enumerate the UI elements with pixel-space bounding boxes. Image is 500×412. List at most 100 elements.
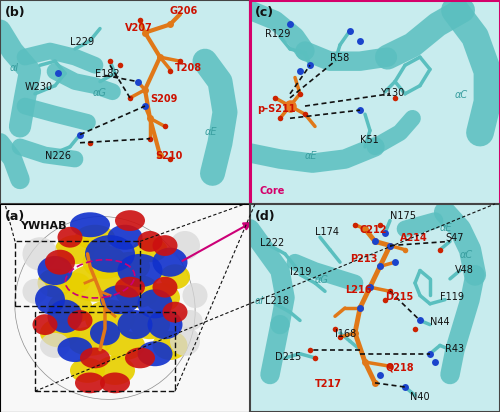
Ellipse shape bbox=[178, 310, 203, 331]
Text: L216: L216 bbox=[345, 286, 372, 295]
Text: (a): (a) bbox=[5, 210, 25, 223]
Text: R43: R43 bbox=[445, 344, 464, 353]
Text: αI: αI bbox=[255, 296, 264, 306]
Ellipse shape bbox=[145, 283, 180, 312]
Ellipse shape bbox=[138, 289, 172, 318]
Bar bbox=[35, 312, 175, 391]
Text: S210: S210 bbox=[155, 151, 182, 161]
Ellipse shape bbox=[45, 250, 75, 275]
Ellipse shape bbox=[152, 277, 178, 297]
Text: αG: αG bbox=[315, 275, 329, 285]
Ellipse shape bbox=[148, 310, 182, 339]
Ellipse shape bbox=[115, 277, 145, 297]
Ellipse shape bbox=[22, 237, 58, 271]
Text: αC: αC bbox=[460, 250, 473, 260]
Text: T217: T217 bbox=[315, 379, 342, 389]
Text: V48: V48 bbox=[455, 265, 474, 275]
Ellipse shape bbox=[85, 235, 135, 273]
Ellipse shape bbox=[75, 225, 115, 250]
Ellipse shape bbox=[68, 327, 112, 356]
Text: F119: F119 bbox=[440, 292, 464, 302]
Ellipse shape bbox=[70, 212, 110, 237]
Ellipse shape bbox=[75, 372, 105, 393]
Text: αE: αE bbox=[205, 126, 218, 137]
Ellipse shape bbox=[115, 210, 145, 231]
Ellipse shape bbox=[80, 347, 110, 368]
Ellipse shape bbox=[40, 318, 80, 347]
Ellipse shape bbox=[125, 347, 155, 368]
Ellipse shape bbox=[58, 227, 82, 248]
Ellipse shape bbox=[68, 310, 92, 331]
Ellipse shape bbox=[118, 310, 152, 339]
Text: N44: N44 bbox=[430, 316, 450, 327]
Ellipse shape bbox=[38, 256, 72, 285]
Text: Q218: Q218 bbox=[385, 363, 414, 372]
Text: C212: C212 bbox=[360, 225, 388, 235]
Text: N226: N226 bbox=[45, 151, 71, 161]
Ellipse shape bbox=[105, 331, 145, 360]
Text: W230: W230 bbox=[25, 82, 53, 92]
Text: L229: L229 bbox=[70, 37, 94, 47]
Text: Y130: Y130 bbox=[380, 88, 404, 98]
Ellipse shape bbox=[152, 331, 188, 360]
Text: N40: N40 bbox=[410, 391, 430, 402]
Ellipse shape bbox=[118, 254, 162, 287]
Text: D215: D215 bbox=[275, 352, 301, 362]
Text: Core: Core bbox=[260, 186, 285, 196]
Text: αC: αC bbox=[455, 90, 468, 100]
Ellipse shape bbox=[22, 279, 48, 304]
Text: αE: αE bbox=[440, 223, 452, 233]
Ellipse shape bbox=[38, 269, 72, 297]
Bar bbox=[15, 241, 140, 306]
Text: αI: αI bbox=[10, 63, 19, 73]
Text: P213: P213 bbox=[350, 254, 378, 264]
Ellipse shape bbox=[130, 310, 170, 339]
Ellipse shape bbox=[100, 372, 130, 393]
Ellipse shape bbox=[68, 264, 122, 302]
Text: αG: αG bbox=[92, 88, 106, 98]
Ellipse shape bbox=[108, 225, 142, 250]
Text: I168: I168 bbox=[335, 329, 356, 339]
Ellipse shape bbox=[32, 314, 58, 335]
Text: L174: L174 bbox=[315, 227, 339, 237]
Text: YWHAB: YWHAB bbox=[20, 221, 66, 231]
Ellipse shape bbox=[170, 327, 200, 356]
Text: I219: I219 bbox=[290, 267, 312, 277]
Text: S47: S47 bbox=[445, 233, 464, 243]
Text: D215: D215 bbox=[385, 292, 413, 302]
Text: R129: R129 bbox=[265, 29, 290, 39]
Text: G206: G206 bbox=[170, 6, 198, 16]
Ellipse shape bbox=[60, 273, 90, 293]
Text: L218: L218 bbox=[265, 296, 289, 306]
Ellipse shape bbox=[182, 283, 208, 308]
Text: L222: L222 bbox=[260, 238, 284, 248]
Ellipse shape bbox=[55, 235, 95, 264]
Ellipse shape bbox=[115, 275, 160, 308]
Ellipse shape bbox=[100, 285, 140, 314]
Ellipse shape bbox=[110, 252, 150, 281]
Ellipse shape bbox=[138, 231, 162, 252]
Text: S209: S209 bbox=[150, 94, 178, 104]
Ellipse shape bbox=[170, 231, 200, 260]
Ellipse shape bbox=[82, 246, 128, 279]
Ellipse shape bbox=[48, 291, 92, 325]
Ellipse shape bbox=[138, 341, 172, 366]
Text: K51: K51 bbox=[360, 135, 379, 145]
Ellipse shape bbox=[132, 237, 168, 262]
Ellipse shape bbox=[70, 358, 105, 383]
Text: (d): (d) bbox=[255, 210, 276, 223]
Ellipse shape bbox=[95, 356, 135, 385]
Text: αE: αE bbox=[305, 151, 318, 161]
Text: (c): (c) bbox=[255, 6, 274, 19]
Text: p-S211: p-S211 bbox=[258, 104, 296, 114]
Ellipse shape bbox=[40, 333, 70, 358]
Text: R58: R58 bbox=[330, 53, 349, 63]
Ellipse shape bbox=[160, 264, 190, 289]
Text: E182: E182 bbox=[95, 70, 120, 80]
Ellipse shape bbox=[162, 302, 188, 323]
Ellipse shape bbox=[35, 285, 65, 314]
Text: (b): (b) bbox=[5, 6, 25, 19]
Ellipse shape bbox=[90, 321, 120, 345]
Ellipse shape bbox=[152, 235, 178, 256]
Ellipse shape bbox=[58, 337, 92, 362]
